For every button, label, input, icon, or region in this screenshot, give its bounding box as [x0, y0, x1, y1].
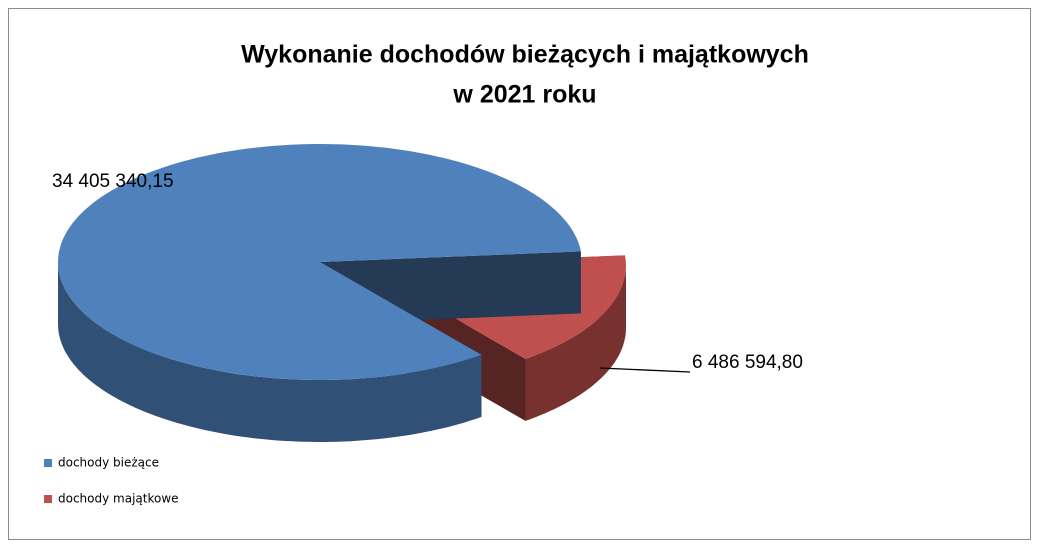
legend-label: dochody bieżące	[58, 456, 159, 470]
slice	[58, 144, 581, 380]
slice-side	[58, 262, 482, 442]
leader-line	[599, 367, 691, 373]
slice-side	[525, 266, 626, 421]
legend-swatch	[44, 459, 52, 467]
legend-label: dochody majątkowe	[58, 492, 179, 506]
value-label: 34 405 340,15	[52, 171, 174, 192]
value-label: 6 486 594,80	[692, 352, 803, 373]
legend-swatch	[44, 495, 52, 503]
chart-title: w 2021 roku	[452, 81, 596, 109]
chart-title: Wykonanie dochodów bieżących i majątkowy…	[241, 41, 809, 69]
